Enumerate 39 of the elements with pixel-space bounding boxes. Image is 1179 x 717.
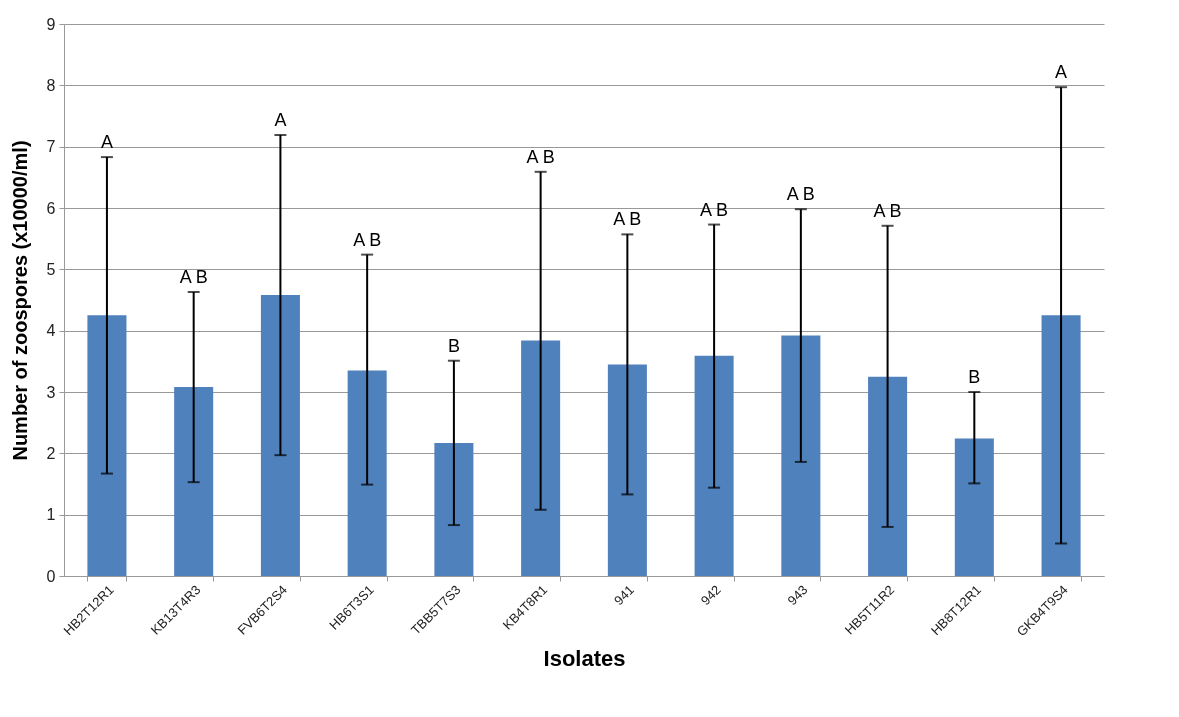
annotation: A B xyxy=(353,229,382,250)
y-tick-label: 5 xyxy=(46,260,56,278)
annotation: A B xyxy=(700,199,729,220)
y-tick-label: 4 xyxy=(46,322,56,340)
bar xyxy=(87,315,127,576)
y-tick-label: 7 xyxy=(46,138,56,156)
y-tick-label: 8 xyxy=(46,76,56,94)
annotation: A B xyxy=(873,200,902,221)
y-axis-title: Number of zoospores (x10000/ml) xyxy=(8,140,31,461)
bar xyxy=(694,355,734,576)
bar xyxy=(781,335,821,576)
y-tick-label: 6 xyxy=(46,199,56,217)
annotation: A xyxy=(274,110,287,131)
y-tick-label: 1 xyxy=(46,506,56,524)
annotation: B xyxy=(447,335,460,356)
annotation: A B xyxy=(786,184,815,205)
annotation: A xyxy=(100,132,113,153)
annotation: A B xyxy=(613,209,642,230)
x-tick-label: 942 xyxy=(697,582,724,609)
y-tick-label: 9 xyxy=(46,15,56,33)
annotation: A B xyxy=(526,146,555,167)
x-axis-title: Isolates xyxy=(543,646,626,672)
annotation: A B xyxy=(179,267,208,288)
bar xyxy=(868,376,908,576)
bar xyxy=(954,438,994,576)
y-tick-label: 0 xyxy=(46,567,56,585)
x-tick-label: 943 xyxy=(784,582,811,609)
bar xyxy=(347,370,387,576)
bar xyxy=(174,387,214,576)
bar xyxy=(434,442,474,576)
x-tick-label: 941 xyxy=(611,582,638,609)
y-tick-label: 2 xyxy=(46,444,56,462)
bar xyxy=(607,364,647,576)
annotation: A xyxy=(1055,62,1068,83)
y-tick-label: 3 xyxy=(46,383,56,401)
bar xyxy=(521,340,561,576)
bar xyxy=(260,295,300,576)
annotation: B xyxy=(968,367,981,387)
bar xyxy=(1041,315,1081,576)
